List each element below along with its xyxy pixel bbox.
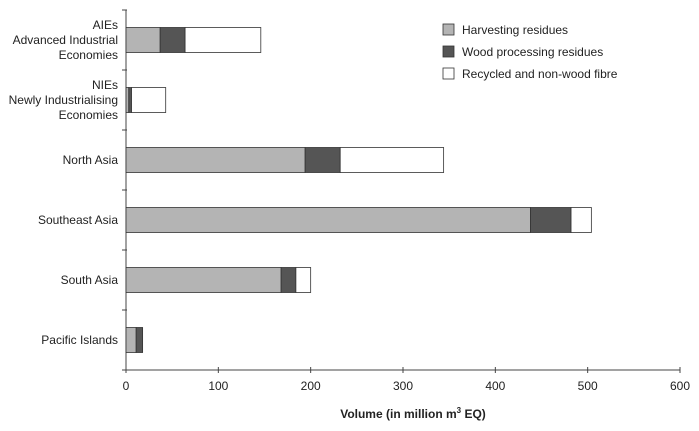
- bar-segment-recycled-and-non-wood-fibre: [131, 87, 167, 113]
- category-label: NIEs: [92, 78, 118, 92]
- x-tick-label: 500: [578, 379, 598, 393]
- category-label: Newly Industrialising: [9, 93, 118, 107]
- legend: Harvesting residues Wood processing resid…: [442, 23, 618, 81]
- bar-segment-wood-processing-residues: [280, 267, 297, 293]
- bar-segment-wood-processing-residues: [304, 147, 341, 173]
- category-label: AIEs: [93, 18, 118, 32]
- legend-label: Harvesting residues: [462, 23, 568, 37]
- legend-label: Recycled and non-wood fibre: [462, 67, 618, 81]
- category-label: Advanced Industrial: [13, 33, 118, 47]
- bar-segment-harvesting-residues: [125, 87, 130, 113]
- bar-segment-wood-processing-residues: [159, 27, 186, 53]
- legend-swatch: [442, 67, 455, 80]
- bar-segment-harvesting-residues: [125, 267, 282, 293]
- bar-segment-harvesting-residues: [125, 207, 531, 233]
- category-label: Southeast Asia: [38, 213, 118, 227]
- bar-segment-wood-processing-residues: [530, 207, 572, 233]
- bar-segment-harvesting-residues: [125, 27, 161, 53]
- x-tick-label: 200: [301, 379, 321, 393]
- bar-segment-recycled-and-non-wood-fibre: [339, 147, 445, 173]
- bar-segment-recycled-and-non-wood-fibre: [184, 27, 262, 53]
- legend-swatch: [442, 23, 455, 36]
- bar-segment-recycled-and-non-wood-fibre: [295, 267, 312, 293]
- legend-label: Wood processing residues: [462, 45, 603, 59]
- category-label: South Asia: [61, 273, 119, 287]
- category-label: Economies: [59, 48, 118, 62]
- bar-segment-harvesting-residues: [125, 327, 137, 353]
- x-tick-label: 600: [670, 379, 690, 393]
- bar-segment-recycled-and-non-wood-fibre: [570, 207, 592, 233]
- x-tick-label: 0: [123, 379, 130, 393]
- category-label: Economies: [59, 108, 118, 122]
- x-axis-title: Volume (in million m3 EQ): [340, 406, 486, 421]
- category-label: Pacific Islands: [41, 333, 118, 347]
- bar-segment-wood-processing-residues: [128, 87, 132, 113]
- bar-segment-wood-processing-residues: [135, 327, 144, 353]
- bar-segment-harvesting-residues: [125, 147, 306, 173]
- legend-swatch: [442, 45, 455, 58]
- x-tick-label: 100: [208, 379, 228, 393]
- x-tick-label: 400: [485, 379, 505, 393]
- category-label: North Asia: [63, 153, 119, 167]
- x-tick-label: 300: [393, 379, 413, 393]
